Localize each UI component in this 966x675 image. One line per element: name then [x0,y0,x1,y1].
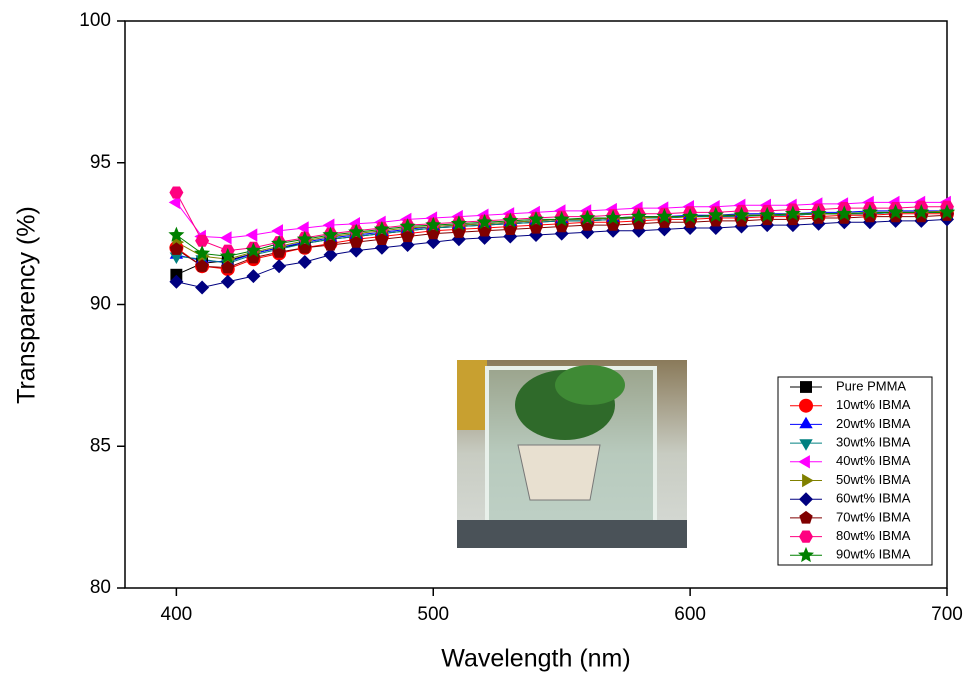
legend-label: 90wt% IBMA [836,547,911,562]
data-point [219,247,236,264]
data-point [810,205,827,221]
data-point [450,215,467,231]
inset-photo [457,360,687,548]
data-point [579,209,596,225]
legend-label: 30wt% IBMA [836,435,911,450]
data-point [707,206,724,222]
data-point [425,216,442,232]
data-point [246,269,261,284]
legend-label: 50wt% IBMA [836,472,911,487]
data-point [297,221,309,235]
data-point [887,204,904,220]
data-point [168,195,181,210]
data-point [656,208,673,224]
legend-label: 80wt% IBMA [836,528,911,543]
data-point [733,206,750,222]
data-point [630,208,647,224]
y-tick-label: 90 [90,294,111,315]
legend-marker [798,455,810,469]
data-point [296,230,313,247]
legend-label: 20wt% IBMA [836,416,911,431]
data-point [169,242,183,255]
data-point [297,255,312,269]
data-point [271,224,283,238]
data-point [195,280,210,295]
x-tick-label: 600 [674,604,706,625]
legend-label: 60wt% IBMA [836,491,911,506]
y-tick-label: 100 [79,10,111,31]
data-point [528,211,544,227]
data-point [400,229,415,243]
y-axis-label: Transparency (%) [13,206,41,404]
data-point [323,247,338,262]
data-point [168,226,185,242]
legend-label: Pure PMMA [836,378,906,393]
data-point [194,245,211,261]
data-point [245,242,262,258]
data-point [375,232,389,245]
x-tick-label: 500 [417,604,449,625]
data-point [221,260,235,274]
x-tick-label: 400 [161,604,193,625]
data-point [169,252,183,264]
data-point [605,209,622,225]
data-point [169,186,184,199]
legend-marker [799,530,813,543]
data-point [220,231,232,245]
y-tick-label: 80 [90,577,111,598]
data-point [323,238,338,251]
data-point [195,259,209,272]
data-point [502,212,519,228]
data-point [349,235,363,248]
data-point [220,274,235,289]
data-point [759,206,776,222]
data-point [476,213,493,230]
legend-marker [802,473,814,488]
data-point [836,205,853,221]
data-point [169,274,184,289]
data-point [322,226,339,242]
data-point [195,234,210,247]
y-tick-label: 95 [90,152,111,173]
legend-label: 70wt% IBMA [836,509,911,524]
data-point [682,208,699,224]
data-point [861,204,878,220]
data-point [271,235,288,251]
legend-marker [799,398,813,413]
data-point [399,218,416,234]
legend-marker [799,510,813,524]
data-point [348,223,365,239]
legend-label: 40wt% IBMA [836,453,911,468]
legend-marker [799,492,813,507]
data-point [939,204,955,220]
legend-label: 10wt% IBMA [836,397,911,412]
data-point [245,228,258,242]
y-tick-label: 85 [90,435,111,456]
x-axis-label: Wavelength (nm) [441,645,630,673]
data-point [272,259,287,274]
x-tick-label: 700 [931,604,963,625]
data-point [373,221,390,237]
legend-marker [799,416,813,429]
data-point [913,204,930,220]
data-point [553,211,570,227]
legend-marker [799,439,813,451]
data-point [784,205,801,221]
legend-marker [798,546,814,563]
legend-marker [800,381,812,393]
